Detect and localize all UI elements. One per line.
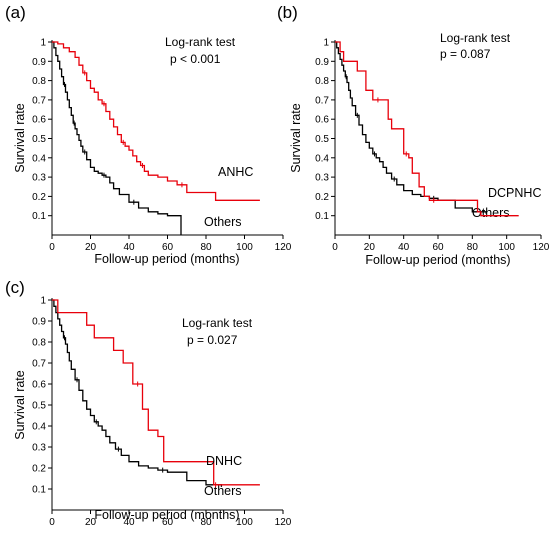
y-tick-label: 1 [40,296,46,307]
p-value-label: p = 0.087 [440,47,491,61]
p-value-label: p = 0.027 [187,333,238,347]
series-line-others [52,41,182,235]
y-tick-label: 0.4 [32,153,46,164]
y-tick-label: 0.9 [32,57,46,68]
y-tick-label: 0.3 [32,443,46,454]
y-tick-label: 0.3 [32,173,46,184]
logrank-label: Log-rank test [182,316,253,330]
x-tick-label: 60 [432,242,444,253]
y-tick-label: 0.7 [32,359,46,370]
x-axis-title: Follow-up period (months) [94,252,239,266]
x-tick-label: 100 [498,242,515,253]
y-tick-label: 1 [40,38,46,49]
logrank-label: Log-rank test [440,31,511,45]
series-label-others: Others [204,215,242,229]
y-tick-label: 0.1 [32,485,46,496]
y-axis-title: Survival rate [289,103,303,173]
x-tick-label: 60 [162,242,174,253]
x-tick-label: 120 [533,242,550,253]
y-tick-label: 0.7 [32,95,46,106]
series-line-others [52,299,223,487]
x-tick-label: 0 [332,242,338,253]
panel-label: (b) [277,3,298,22]
x-tick-label: 40 [123,517,135,528]
x-tick-label: 80 [467,242,479,253]
x-tick-label: 40 [398,242,410,253]
y-tick-label: 0.5 [32,134,46,145]
x-tick-label: 20 [85,517,97,528]
x-tick-label: 20 [364,242,376,253]
y-tick-label: 0.5 [32,401,46,412]
x-axis-title: Follow-up period (months) [365,253,510,267]
logrank-label: Log-rank test [165,35,236,49]
y-tick-label: 0.1 [315,211,329,222]
y-tick-label: 0.8 [315,76,329,87]
x-tick-label: 100 [236,517,253,528]
panel-label: (c) [5,278,25,297]
p-value-label: p < 0.001 [170,52,221,66]
y-tick-label: 0.4 [32,422,46,433]
y-tick-label: 0.7 [315,95,329,106]
y-tick-label: 0.3 [315,173,329,184]
x-tick-label: 120 [275,242,292,253]
series-label-others: Others [472,206,510,220]
x-tick-label: 100 [236,242,253,253]
y-tick-label: 0.6 [32,380,46,391]
y-tick-label: 0.6 [32,115,46,126]
y-tick-label: 0.4 [315,153,329,164]
x-tick-label: 80 [200,517,212,528]
x-tick-label: 80 [200,242,212,253]
y-tick-label: 1 [323,38,329,49]
series-label-dnhc: DNHC [206,454,242,468]
y-tick-label: 0.2 [315,192,329,203]
y-tick-label: 0.9 [32,317,46,328]
y-tick-label: 0.6 [315,115,329,126]
chart-panel-2: (b) 0 20 40 60 80 100 120 0.1 0.2 0.3 0.4 0.5 0.6 0.7 0… [277,3,550,267]
series-label-anhc: ANHC [218,165,253,179]
x-tick-label: 0 [49,242,55,253]
x-axis-title: Follow-up period (months) [94,508,239,522]
y-tick-label: 0.2 [32,192,46,203]
chart-panel-1: (a) 0 20 40 60 80 100 120 0.1 0.2 0.3 0.4 0.5 0.6 0.7 0… [5,3,292,266]
x-tick-label: 40 [123,242,135,253]
series-line-others [335,41,487,214]
series-line-dnhc [52,299,260,486]
series-line-anhc [52,41,260,201]
series-label-dcpnhc: DCPNHC [488,186,541,200]
series-label-others: Others [204,484,242,498]
y-tick-label: 0.5 [315,134,329,145]
chart-panel-3: (c) 0 20 40 60 80 100 120 0.1 0.2 0.3 0.4 0.5 0.6 0.7 0… [5,278,292,528]
y-tick-label: 0.2 [32,464,46,475]
y-axis-title: Survival rate [13,370,27,440]
panel-label: (a) [5,3,26,22]
x-tick-label: 0 [49,517,55,528]
series-line-dcpnhc [335,41,519,217]
y-axis-title: Survival rate [13,103,27,173]
y-tick-label: 0.8 [32,76,46,87]
x-tick-label: 20 [85,242,97,253]
y-tick-label: 0.1 [32,211,46,222]
y-tick-label: 0.8 [32,338,46,349]
x-tick-label: 60 [162,517,174,528]
x-tick-label: 120 [275,517,292,528]
y-tick-label: 0.9 [315,57,329,68]
